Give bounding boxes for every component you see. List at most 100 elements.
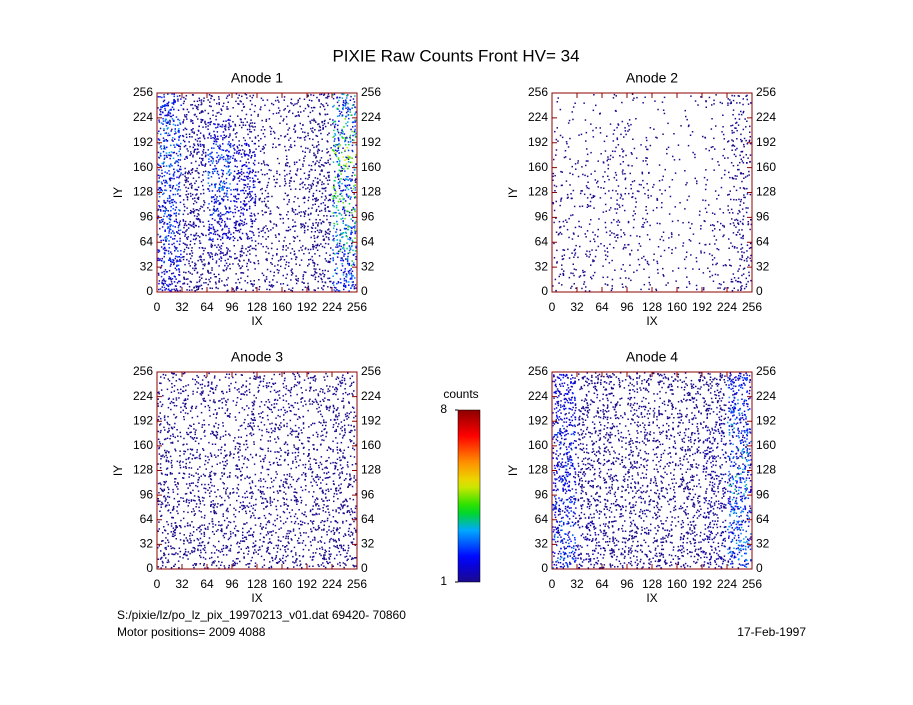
- count-pixel: [226, 187, 228, 190]
- count-pixel: [737, 124, 740, 126]
- count-pixel: [279, 185, 281, 187]
- count-pixel: [716, 248, 718, 250]
- count-pixel: [163, 278, 165, 280]
- count-pixel: [254, 268, 256, 270]
- count-pixel: [240, 212, 242, 214]
- count-pixel: [282, 120, 284, 122]
- count-pixel: [227, 277, 229, 279]
- count-pixel: [649, 127, 652, 129]
- count-pixel: [244, 418, 246, 421]
- count-pixel: [228, 373, 231, 375]
- count-pixel: [351, 276, 353, 278]
- count-pixel: [221, 124, 224, 126]
- count-pixel: [168, 184, 171, 187]
- count-pixel: [195, 232, 198, 234]
- count-pixel: [323, 221, 325, 223]
- count-pixel: [702, 288, 705, 291]
- count-pixel: [220, 221, 223, 223]
- count-pixel: [329, 154, 331, 157]
- count-pixel: [169, 112, 171, 114]
- count-pixel: [252, 170, 254, 172]
- count-pixel: [604, 254, 607, 256]
- count-pixel: [222, 173, 224, 176]
- count-pixel: [174, 209, 177, 211]
- count-pixel: [214, 219, 216, 221]
- count-pixel: [716, 198, 718, 200]
- count-pixel: [158, 196, 161, 198]
- count-pixel: [168, 214, 171, 216]
- count-pixel: [219, 225, 222, 227]
- count-pixel: [177, 124, 179, 126]
- count-pixel: [282, 255, 284, 258]
- count-pixel: [182, 283, 184, 285]
- count-pixel: [163, 140, 166, 142]
- count-pixel: [571, 165, 573, 168]
- count-pixel: [191, 416, 194, 419]
- count-pixel: [285, 163, 287, 165]
- count-pixel: [201, 119, 203, 121]
- count-pixel: [161, 226, 164, 228]
- count-pixel: [574, 163, 577, 165]
- count-pixel: [234, 253, 236, 255]
- count-pixel: [351, 175, 353, 177]
- count-pixel: [239, 224, 241, 226]
- count-pixel: [197, 129, 200, 132]
- count-pixel: [742, 273, 745, 275]
- count-pixel: [579, 245, 581, 248]
- count-pixel: [350, 232, 352, 234]
- count-pixel: [648, 172, 650, 174]
- count-pixel: [195, 429, 197, 431]
- count-pixel: [351, 278, 353, 280]
- count-pixel: [287, 389, 290, 392]
- count-pixel: [322, 187, 325, 190]
- count-pixel: [615, 174, 618, 176]
- count-pixel: [695, 257, 698, 259]
- count-pixel: [294, 124, 296, 126]
- count-pixel: [172, 259, 175, 262]
- count-pixel: [278, 173, 281, 176]
- count-pixel: [170, 224, 172, 226]
- count-pixel: [631, 93, 634, 95]
- count-pixel: [242, 224, 244, 227]
- count-pixel: [645, 146, 647, 148]
- count-pixel: [194, 379, 196, 381]
- count-pixel: [588, 256, 590, 258]
- count-pixel: [569, 172, 571, 174]
- count-pixel: [279, 259, 282, 261]
- count-pixel: [212, 233, 215, 235]
- count-pixel: [214, 233, 217, 236]
- count-pixel: [185, 278, 188, 280]
- count-pixel: [213, 130, 215, 133]
- count-pixel: [234, 158, 236, 160]
- count-pixel: [163, 215, 165, 217]
- count-pixel: [244, 391, 246, 393]
- count-pixel: [214, 375, 216, 377]
- count-pixel: [219, 148, 221, 150]
- count-pixel: [609, 243, 611, 246]
- count-pixel: [228, 414, 230, 417]
- count-pixel: [222, 131, 225, 133]
- count-pixel: [561, 264, 563, 266]
- count-pixel: [745, 139, 747, 142]
- count-pixel: [553, 158, 555, 161]
- count-pixel: [746, 260, 748, 262]
- count-pixel: [204, 263, 206, 265]
- count-pixel: [168, 230, 170, 232]
- count-pixel: [703, 287, 705, 289]
- count-pixel: [613, 93, 616, 96]
- count-pixel: [327, 93, 330, 95]
- count-pixel: [224, 224, 226, 227]
- count-pixel: [238, 265, 240, 267]
- count-pixel: [612, 133, 615, 135]
- count-pixel: [347, 176, 349, 178]
- count-pixel: [749, 131, 751, 133]
- count-pixel: [332, 275, 334, 277]
- count-pixel: [338, 245, 341, 247]
- count-pixel: [242, 164, 245, 166]
- count-pixel: [201, 174, 204, 176]
- count-pixel: [692, 268, 694, 270]
- count-pixel: [287, 194, 289, 196]
- count-pixel: [323, 93, 326, 96]
- count-pixel: [189, 224, 191, 226]
- count-pixel: [731, 94, 733, 97]
